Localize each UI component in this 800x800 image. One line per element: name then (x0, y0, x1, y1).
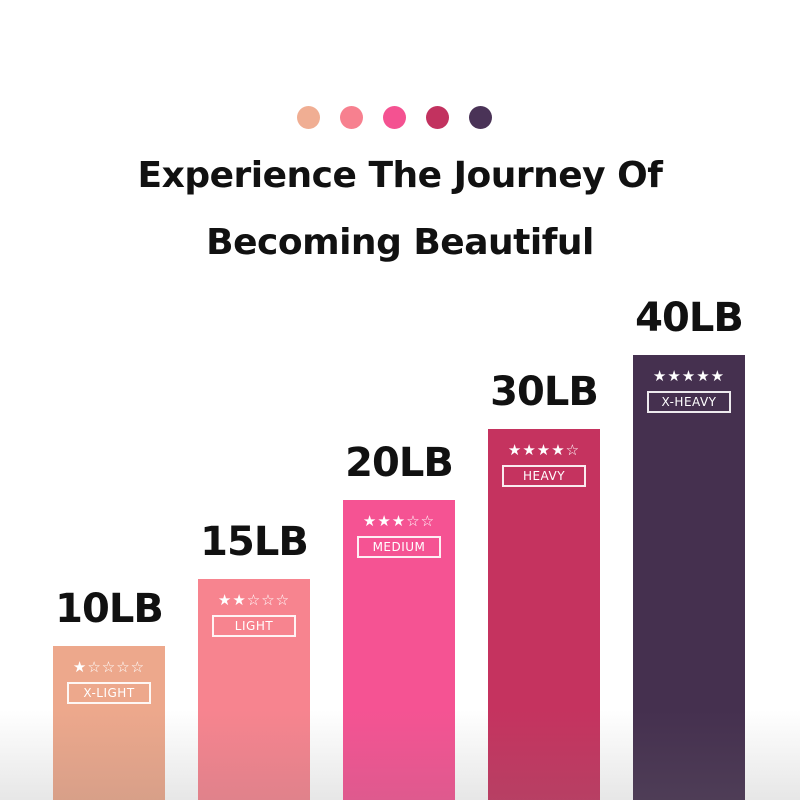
level-tag: MEDIUM (357, 536, 441, 558)
level-tag: X-LIGHT (67, 682, 151, 704)
bar-value-label: 15LB (200, 519, 309, 565)
bar-x-heavy: ★★★★★ X-HEAVY (633, 355, 745, 800)
bar-medium: ★★★☆☆ MEDIUM (343, 500, 455, 800)
bar-value-label: 40LB (635, 295, 744, 341)
color-dot (383, 106, 406, 129)
level-tag: LIGHT (212, 615, 296, 637)
color-dot (469, 106, 492, 129)
star-rating: ★★☆☆☆ (217, 591, 291, 609)
star-rating: ★☆☆☆☆ (72, 658, 146, 676)
bar-x-light: ★☆☆☆☆ X-LIGHT (53, 646, 165, 800)
page-title-line-2: Becoming Beautiful (206, 222, 594, 263)
star-rating: ★★★☆☆ (362, 512, 436, 530)
bar-light: ★★☆☆☆ LIGHT (198, 579, 310, 800)
color-dots (0, 106, 800, 130)
page-title-line-1: Experience The Journey Of (137, 155, 663, 196)
color-dot (426, 106, 449, 129)
level-tag: X-HEAVY (647, 391, 731, 413)
bar-value-label: 30LB (490, 369, 599, 415)
bar-value-label: 10LB (55, 586, 164, 632)
color-dot (297, 106, 320, 129)
color-dot (340, 106, 363, 129)
star-rating: ★★★★☆ (507, 441, 581, 459)
bar-value-label: 20LB (345, 440, 454, 486)
bar-heavy: ★★★★☆ HEAVY (488, 429, 600, 800)
star-rating: ★★★★★ (652, 367, 726, 385)
level-tag: HEAVY (502, 465, 586, 487)
